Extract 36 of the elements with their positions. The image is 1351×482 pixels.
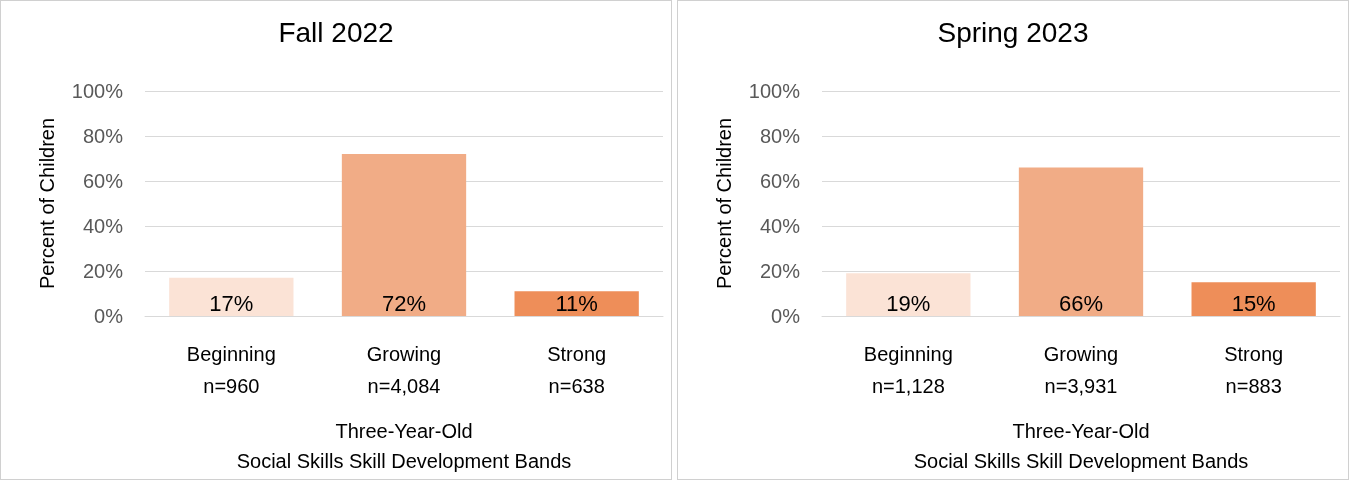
bar [846, 273, 971, 316]
data-label: 72% [381, 290, 427, 316]
data-label: 11% [555, 290, 598, 316]
bar [341, 154, 467, 316]
y-tick-label: 80% [82, 125, 124, 147]
y-tick-label: 60% [82, 170, 124, 192]
y-tick-label: 20% [82, 260, 124, 282]
chart-title: Spring 2023 [937, 16, 1089, 48]
data-label: 15% [1231, 290, 1276, 316]
y-tick-label: 0% [771, 305, 801, 327]
bar [514, 291, 639, 316]
y-axis-title: Percent of Children [713, 117, 735, 290]
x-tick-label: Strong n=638 [547, 343, 607, 397]
chart-title: Fall 2022 [278, 16, 394, 48]
y-tick-label: 100% [71, 80, 124, 102]
data-label: 19% [886, 290, 931, 316]
data-label: 17% [209, 290, 254, 316]
y-tick-label: 20% [759, 260, 801, 282]
y-tick-label: 40% [759, 215, 801, 237]
bar [1191, 282, 1316, 316]
y-tick-label: 40% [82, 215, 124, 237]
x-axis-title: Three-Year-Old Social Skills Skill Development Bands [913, 420, 1249, 472]
y-axis-title: Percent of Children [36, 117, 58, 290]
y-tick-label: 60% [759, 170, 801, 192]
bar [169, 277, 294, 316]
y-tick-label: 0% [94, 305, 124, 327]
x-tick-label: Growing n=4,084 [366, 343, 442, 397]
data-label: 66% [1058, 290, 1104, 316]
x-axis-title: Three-Year-Old Social Skills Skill Development Bands [236, 420, 572, 472]
x-tick-label: Strong n=883 [1224, 343, 1284, 397]
bar [1018, 167, 1144, 316]
x-tick-label: Beginning n=960 [186, 343, 276, 397]
y-tick-label: 100% [748, 80, 801, 102]
x-tick-label: Beginning n=1,128 [863, 343, 953, 397]
x-tick-label: Growing n=3,931 [1043, 343, 1119, 397]
y-tick-label: 80% [759, 125, 801, 147]
